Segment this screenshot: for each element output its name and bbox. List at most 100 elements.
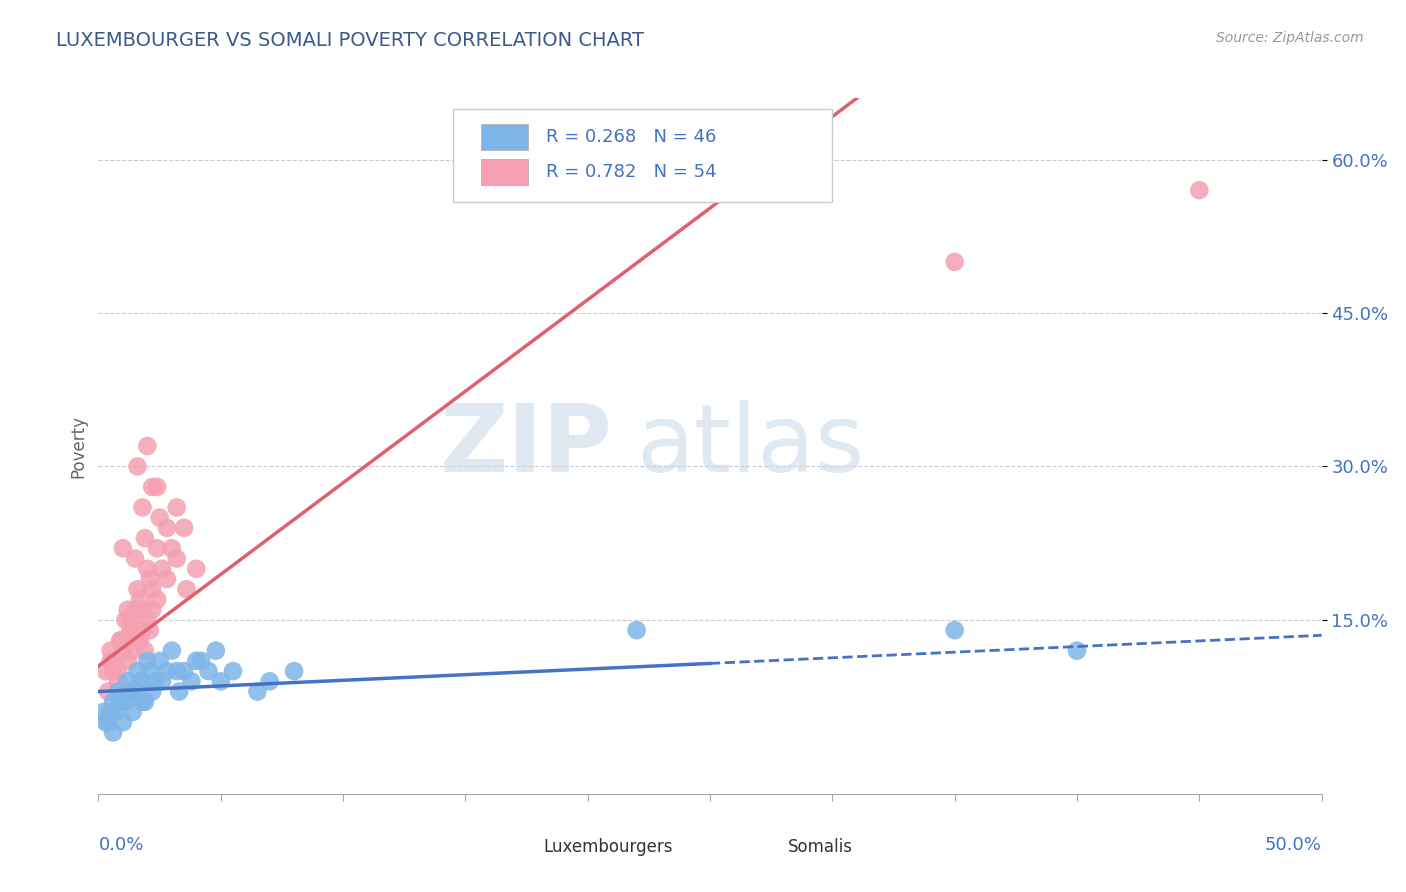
Point xyxy=(166,551,188,566)
Point xyxy=(127,582,149,597)
Point xyxy=(127,633,149,648)
Point xyxy=(134,531,156,545)
Point xyxy=(127,664,149,678)
Point xyxy=(101,725,124,739)
Point xyxy=(117,674,139,689)
Point xyxy=(150,562,173,576)
Point xyxy=(160,643,183,657)
Point xyxy=(136,439,159,453)
Point xyxy=(146,480,169,494)
Text: atlas: atlas xyxy=(637,400,865,492)
Point xyxy=(129,674,152,689)
Text: R = 0.268   N = 46: R = 0.268 N = 46 xyxy=(546,128,717,146)
Point xyxy=(139,623,162,637)
Point xyxy=(94,715,117,730)
Point xyxy=(141,603,163,617)
Point xyxy=(107,684,129,698)
Point xyxy=(150,674,173,689)
Point xyxy=(167,684,190,698)
Text: ZIP: ZIP xyxy=(439,400,612,492)
Point xyxy=(120,623,142,637)
Point xyxy=(186,654,208,668)
Point xyxy=(136,562,159,576)
Point xyxy=(104,654,127,668)
Point xyxy=(91,705,114,719)
Point xyxy=(141,480,163,494)
Point xyxy=(173,664,195,678)
Point xyxy=(121,705,143,719)
Point xyxy=(100,705,122,719)
Point xyxy=(100,643,122,657)
Point xyxy=(166,500,188,515)
Point xyxy=(283,664,305,678)
Point xyxy=(129,633,152,648)
Point xyxy=(146,592,169,607)
Point xyxy=(110,633,132,648)
Point xyxy=(124,603,146,617)
Point xyxy=(1066,643,1088,657)
Point xyxy=(97,715,120,730)
Point xyxy=(120,684,142,698)
Point xyxy=(209,674,232,689)
Point xyxy=(124,551,146,566)
Text: 0.0%: 0.0% xyxy=(98,836,143,854)
Point xyxy=(129,592,152,607)
FancyBboxPatch shape xyxy=(734,837,773,859)
Text: 50.0%: 50.0% xyxy=(1265,836,1322,854)
Point xyxy=(180,674,202,689)
Text: LUXEMBOURGER VS SOMALI POVERTY CORRELATION CHART: LUXEMBOURGER VS SOMALI POVERTY CORRELATI… xyxy=(56,31,644,50)
Point xyxy=(143,674,166,689)
Point xyxy=(131,603,153,617)
Point xyxy=(117,654,139,668)
Point xyxy=(131,695,153,709)
Point xyxy=(222,664,245,678)
Point xyxy=(136,654,159,668)
Point xyxy=(176,582,198,597)
Point xyxy=(120,613,142,627)
Text: Luxembourgers: Luxembourgers xyxy=(544,838,673,856)
Point xyxy=(259,674,281,689)
Point xyxy=(131,674,153,689)
Point xyxy=(101,664,124,678)
Point xyxy=(173,521,195,535)
Point xyxy=(246,684,269,698)
Point xyxy=(97,684,120,698)
Point xyxy=(205,643,228,657)
Point xyxy=(134,643,156,657)
Point xyxy=(121,684,143,698)
Point xyxy=(131,500,153,515)
Point xyxy=(94,664,117,678)
Point xyxy=(149,654,172,668)
Point xyxy=(156,572,179,586)
Text: R = 0.782   N = 54: R = 0.782 N = 54 xyxy=(546,163,717,181)
Point xyxy=(117,603,139,617)
FancyBboxPatch shape xyxy=(489,837,529,859)
Point xyxy=(139,664,162,678)
Point xyxy=(156,664,179,678)
Point xyxy=(134,695,156,709)
Point xyxy=(127,459,149,474)
Point xyxy=(141,582,163,597)
Y-axis label: Poverty: Poverty xyxy=(69,415,87,477)
Point xyxy=(121,643,143,657)
Point xyxy=(121,623,143,637)
Point xyxy=(104,705,127,719)
Point xyxy=(626,623,648,637)
FancyBboxPatch shape xyxy=(481,124,527,150)
Point xyxy=(107,674,129,689)
Point xyxy=(1188,183,1211,197)
Text: Somalis: Somalis xyxy=(789,838,853,856)
Point xyxy=(149,510,172,524)
Point xyxy=(110,633,132,648)
Point xyxy=(114,695,136,709)
Point xyxy=(111,695,134,709)
Point xyxy=(186,562,208,576)
Point xyxy=(124,684,146,698)
Point xyxy=(131,623,153,637)
Point xyxy=(114,613,136,627)
Point xyxy=(160,541,183,556)
FancyBboxPatch shape xyxy=(481,159,527,186)
Point xyxy=(943,623,966,637)
Point xyxy=(111,541,134,556)
Point xyxy=(100,654,122,668)
